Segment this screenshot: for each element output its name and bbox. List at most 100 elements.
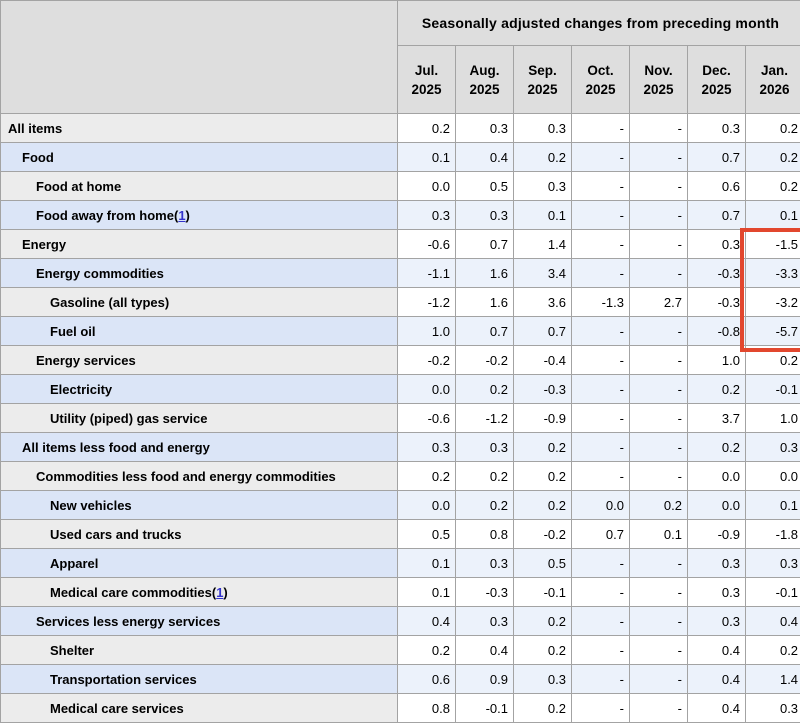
row-label: Medical care commodities(1) [0, 577, 398, 607]
value-cell: 0.8 [455, 519, 514, 549]
row-label: Transportation services [0, 664, 398, 694]
column-header-oct-2025: Oct. 2025 [571, 45, 630, 114]
row-label: New vehicles [0, 490, 398, 520]
value-cell: 0.2 [513, 142, 572, 172]
value-cell: 0.1 [397, 142, 456, 172]
row-label-text: Shelter [50, 642, 95, 658]
footnote-link[interactable]: 1 [178, 207, 186, 223]
value-cell: - [629, 316, 688, 346]
value-cell: - [571, 258, 630, 288]
table-row: Used cars and trucks 0.5 0.8 -0.2 0.7 0.1 -0.9… [0, 519, 800, 549]
value-cell: -0.6 [397, 229, 456, 259]
value-cell: - [571, 142, 630, 172]
row-label: Apparel [0, 548, 398, 578]
value-cell: - [571, 171, 630, 201]
value-cell: - [629, 635, 688, 665]
table-row: Energy services -0.2 -0.2 -0.4- -1.0 0.2 [0, 345, 800, 375]
value-cell: 0.7 [455, 229, 514, 259]
value-cell: - [571, 229, 630, 259]
table-row: Utility (piped) gas service -0.6 -1.2 -0.9-… [0, 403, 800, 433]
table-row: Medical care commodities(1) 0.1 -0.3 -0.1- -… [0, 577, 800, 607]
column-header-nov-2025: Nov. 2025 [629, 45, 688, 114]
row-label: Electricity [0, 374, 398, 404]
value-cell: 0.2 [744, 113, 800, 143]
value-cell: -0.9 [687, 519, 746, 549]
row-label: Services less energy services [0, 606, 398, 636]
value-cell: 0.8 [397, 693, 456, 723]
row-label-text: Apparel [50, 555, 99, 571]
value-cell: - [571, 316, 630, 346]
row-label: Food at home [0, 171, 398, 201]
row-label-text: Services less energy services [36, 613, 221, 629]
value-cell: 0.4 [744, 606, 800, 636]
value-cell: -1.8 [744, 519, 800, 549]
value-cell: -0.3 [455, 577, 514, 607]
row-label-text: All items less food and energy [22, 439, 210, 455]
value-cell: 0.2 [397, 113, 456, 143]
table-row: Energy -0.6 0.7 1.4- -0.3 -1.5 [0, 229, 800, 259]
value-cell: 3.4 [513, 258, 572, 288]
value-cell: 0.3 [744, 432, 800, 462]
value-cell: - [629, 693, 688, 723]
value-cell: 0.2 [744, 345, 800, 375]
column-header-dec-2025: Dec. 2025 [687, 45, 746, 114]
value-cell: 1.4 [744, 664, 800, 694]
value-cell: -1.2 [455, 403, 514, 433]
value-cell: -0.1 [513, 577, 572, 607]
row-label-text: Electricity [50, 381, 113, 397]
value-cell: 1.0 [687, 345, 746, 375]
value-cell: -0.8 [687, 316, 746, 346]
value-cell: 0.3 [687, 548, 746, 578]
value-cell: - [571, 432, 630, 462]
value-cell: 0.7 [687, 142, 746, 172]
value-cell: - [629, 664, 688, 694]
value-cell: 1.0 [744, 403, 800, 433]
table-group-title: Seasonally adjusted changes from precedi… [396, 0, 800, 46]
column-header-jan-2026: Jan. 2026 [744, 45, 800, 114]
row-label-text: Food [22, 149, 54, 165]
value-cell: 0.2 [513, 693, 572, 723]
value-cell: 0.9 [455, 664, 514, 694]
footnote-link[interactable]: 1 [216, 584, 224, 600]
value-cell: - [571, 635, 630, 665]
value-cell: - [629, 200, 688, 230]
value-cell: 0.2 [513, 490, 572, 520]
value-cell: 0.2 [397, 461, 456, 491]
value-cell: - [571, 113, 630, 143]
row-label-text: All items [8, 120, 63, 136]
value-cell: 0.6 [397, 664, 456, 694]
value-cell: -1.2 [397, 287, 456, 317]
value-cell: -0.1 [455, 693, 514, 723]
value-cell: 1.0 [397, 316, 456, 346]
value-cell: 0.2 [687, 432, 746, 462]
table-row: Gasoline (all types) -1.2 1.6 3.6 -1.3 2.7 -0.… [0, 287, 800, 317]
value-cell: -0.2 [513, 519, 572, 549]
value-cell: - [571, 693, 630, 723]
value-cell: 0.2 [744, 635, 800, 665]
table-row: Fuel oil 1.0 0.7 0.7- - -0.8 -5.7 [0, 316, 800, 346]
row-label-text: New vehicles [50, 497, 132, 513]
value-cell: 0.3 [397, 432, 456, 462]
table-row: Food at home 0.0 0.5 0.3- -0.6 0.2 [0, 171, 800, 201]
row-label: All items [0, 113, 398, 143]
value-cell: 0.4 [455, 635, 514, 665]
value-cell: 0.0 [397, 374, 456, 404]
row-label-text: Utility (piped) gas service [50, 410, 208, 426]
row-label-text: Food at home [36, 178, 122, 194]
value-cell: -1.1 [397, 258, 456, 288]
value-cell: - [571, 200, 630, 230]
table-row: Commodities less food and energy commodi… [0, 461, 800, 491]
row-label: Energy services [0, 345, 398, 375]
value-cell: 0.0 [571, 490, 630, 520]
value-cell: 0.1 [513, 200, 572, 230]
table-row: Food away from home(1) 0.3 0.3 0.1- -0.7 0.1 [0, 200, 800, 230]
value-cell: 0.2 [513, 606, 572, 636]
value-cell: - [629, 606, 688, 636]
value-cell: -0.4 [513, 345, 572, 375]
table-row: Food 0.1 0.4 0.2- -0.7 0.2 [0, 142, 800, 172]
value-cell: 0.2 [455, 461, 514, 491]
row-label-text: Energy [22, 236, 67, 252]
value-cell: 0.3 [455, 113, 514, 143]
row-label-text: Transportation services [50, 671, 197, 687]
table-row: Transportation services 0.6 0.9 0.3- -0.4 1.4 [0, 664, 800, 694]
